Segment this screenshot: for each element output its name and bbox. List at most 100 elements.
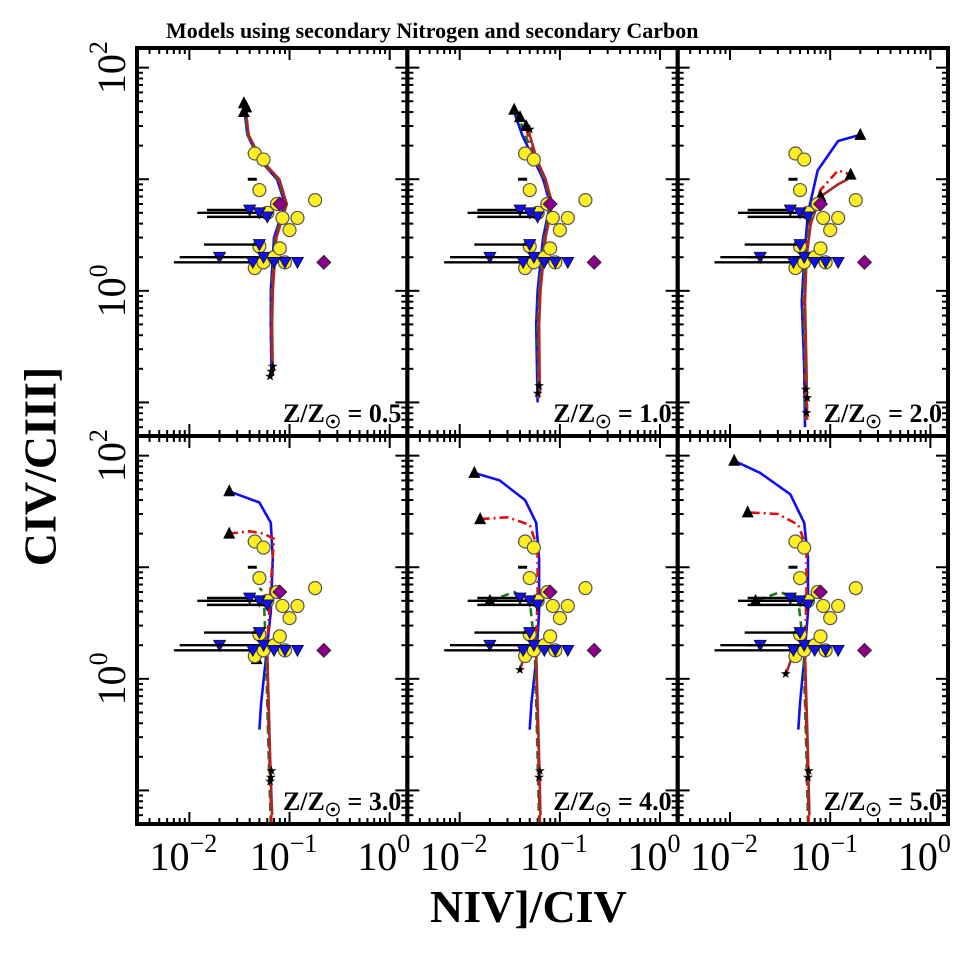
observation-triangle: [267, 644, 281, 658]
model-triangle-marker: [508, 102, 521, 115]
observation-circle: [797, 540, 812, 555]
observation-triangle: [786, 644, 801, 658]
observation-triangle: [260, 211, 274, 224]
model-track-4: [803, 178, 849, 420]
panel-label-prefix: Z/Z: [824, 399, 866, 428]
panel-label-value: = 2.0: [882, 399, 942, 428]
y-tick-base: 10: [89, 277, 134, 317]
panel-label: Z/Z☉ = 0.5: [283, 399, 401, 432]
observation-diamond: [316, 254, 332, 270]
observation-triangle: [256, 251, 271, 265]
x-tick-label: 100: [898, 829, 951, 879]
observation-triangle: [530, 599, 545, 612]
observation-circle: [252, 182, 267, 198]
observation-circle: [831, 210, 846, 226]
panel-label-sun: ☉: [595, 412, 611, 432]
observation-circle: [560, 598, 575, 614]
observation-triangle: [808, 644, 822, 658]
panel-label-value: = 4.0: [611, 787, 671, 816]
observation-triangle: [513, 592, 527, 605]
x-tick-exp: −1: [290, 829, 318, 858]
x-tick-exp: −1: [830, 829, 858, 858]
y-tick-base: 10: [89, 665, 134, 705]
model-star-marker: ★: [514, 662, 526, 677]
panel-label-prefix: Z/Z: [824, 787, 866, 816]
x-tick-label: 10−1: [520, 829, 588, 879]
observation-triangle: [818, 256, 833, 270]
x-tick-label: 100: [357, 829, 410, 879]
model-star-marker: ★: [803, 763, 815, 778]
y-tick-exp: 2: [84, 429, 113, 442]
observation-triangle: [523, 239, 537, 252]
observation-triangle: [278, 644, 292, 658]
model-star-marker: ★: [801, 390, 813, 405]
observation-diamond: [856, 642, 873, 658]
observation-triangle: [793, 239, 807, 252]
model-track-2: [755, 590, 810, 824]
observation-circle: [522, 182, 537, 198]
observation-circle: [526, 540, 541, 555]
observation-circle: [560, 210, 575, 226]
observation-triangle: [243, 204, 257, 217]
observation-triangle: [786, 256, 801, 270]
x-tick-base: 10: [420, 834, 460, 879]
model-triangle-marker: [223, 484, 236, 497]
panel-2: ★★★Z/Z☉ = 1.0: [405, 46, 680, 438]
observation-triangle: [527, 639, 541, 653]
observation-diamond: [812, 584, 829, 600]
observation-diamond: [542, 196, 558, 212]
observation-diamond: [856, 254, 873, 270]
model-star-marker: ★: [267, 358, 279, 373]
model-star-marker: ★: [265, 770, 277, 785]
x-tick-label: 10−2: [690, 829, 758, 879]
observation-circle: [543, 241, 558, 256]
observation-triangle: [797, 251, 811, 265]
x-tick-base: 10: [150, 834, 190, 879]
observation-triangle: [290, 644, 305, 658]
model-triangle-marker: [474, 512, 487, 525]
model-star-marker: ★: [800, 382, 812, 397]
observation-circle: [792, 182, 808, 198]
model-star-marker: ★: [264, 369, 276, 384]
x-tick-base: 10: [520, 834, 560, 879]
panel-label-value: = 5.0: [882, 787, 942, 816]
model-star-marker: ★: [266, 363, 278, 378]
panel-6: ★★★Z/Z☉ = 5.010−2 10−1 100: [675, 434, 951, 879]
y-tick-exp: 0: [84, 264, 113, 277]
observation-triangle: [246, 644, 260, 658]
observation-triangle: [561, 644, 575, 658]
observation-triangle: [808, 256, 822, 270]
observation-triangle: [801, 599, 815, 612]
model-triangle-marker: [520, 118, 533, 131]
observation-circle: [282, 223, 297, 238]
observation-circle: [256, 540, 271, 555]
panel-label-prefix: Z/Z: [553, 399, 595, 428]
observation-triangle: [783, 592, 798, 605]
panel-label: Z/Z☉ = 2.0: [824, 399, 942, 432]
observation-triangle: [246, 256, 260, 270]
observation-triangle: [793, 627, 807, 640]
panel-label-sun: ☉: [595, 800, 611, 820]
panel-label-sun: ☉: [866, 412, 882, 432]
model-track-1: [800, 133, 861, 428]
y-tick-label: 100: [84, 652, 134, 705]
observation-circle: [578, 193, 593, 208]
observation-circle: [792, 570, 808, 586]
model-triangle-marker: [844, 167, 857, 180]
observation-triangle: [818, 644, 833, 658]
panel-content: ★★★: [173, 484, 332, 824]
x-tick-exp: 0: [668, 829, 681, 858]
x-tick-label: 10−2: [420, 829, 488, 879]
observation-circle: [797, 152, 812, 167]
observation-triangle: [256, 639, 271, 653]
model-triangle-marker: [854, 127, 867, 140]
observation-circle: [823, 223, 838, 238]
model-star-marker: ★: [266, 763, 278, 778]
observation-diamond: [812, 196, 829, 212]
observation-circle: [282, 611, 297, 626]
observation-circle: [256, 152, 271, 167]
y-tick-exp: 2: [84, 41, 113, 54]
observation-diamond: [542, 584, 558, 600]
